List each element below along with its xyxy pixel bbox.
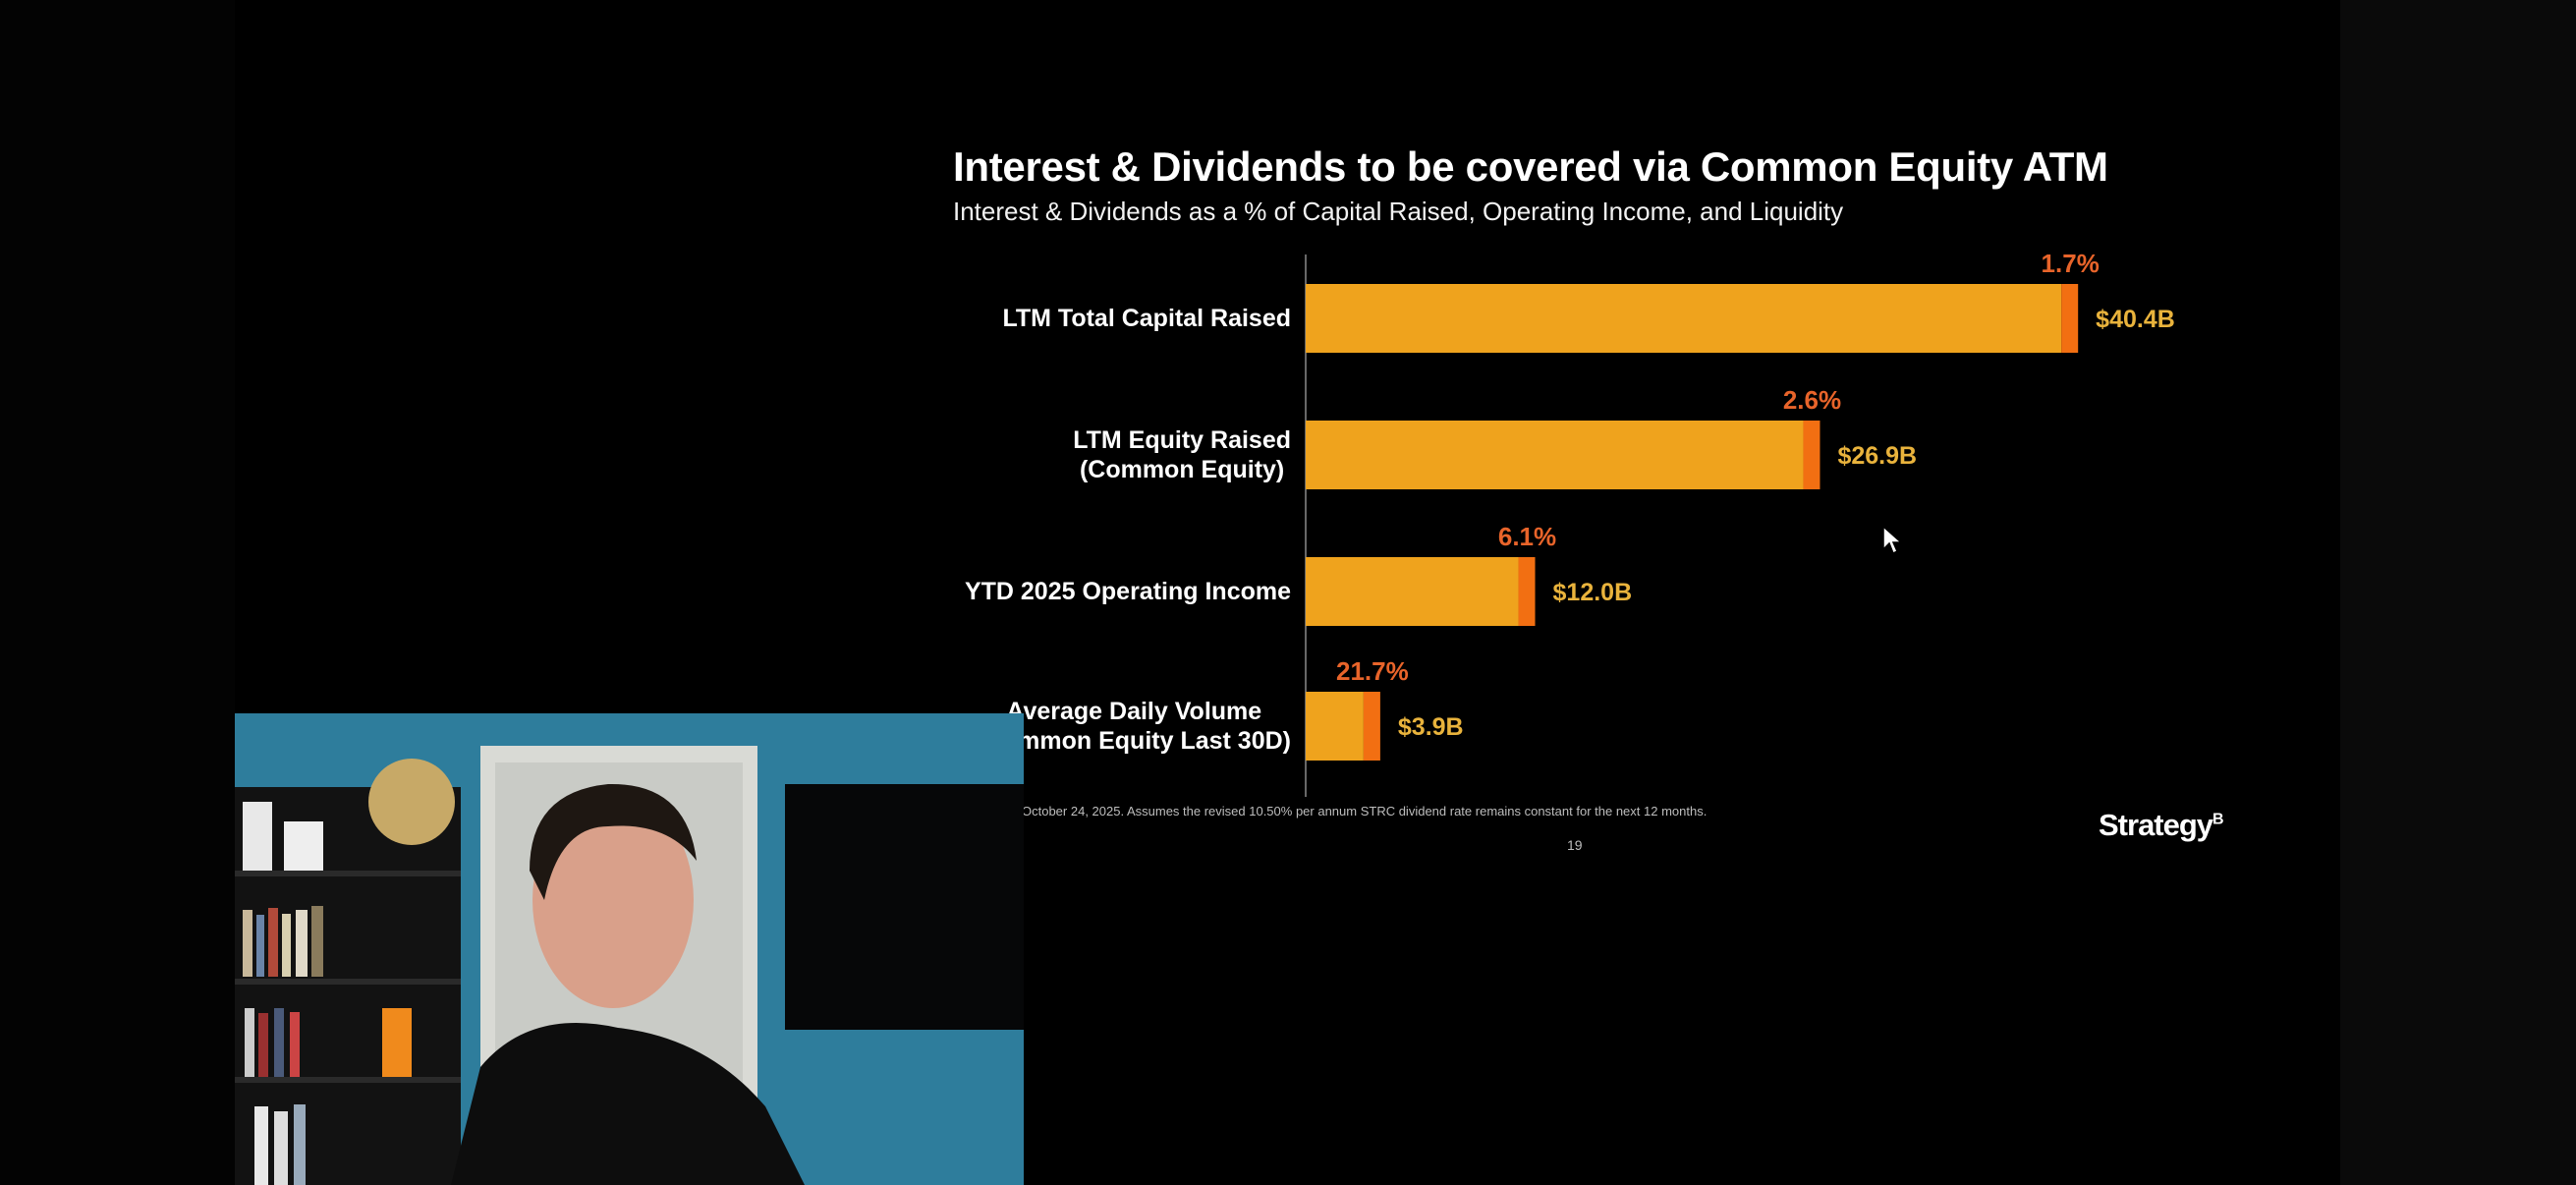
mouse-cursor-icon <box>1882 525 1904 560</box>
bar-cap <box>1363 692 1380 761</box>
footnote: October 24, 2025. Assumes the revised 10… <box>1022 804 1708 818</box>
books <box>243 906 412 1185</box>
globe <box>368 759 455 845</box>
letterbox-left <box>0 0 235 1185</box>
slide-subtitle: Interest & Dividends as a % of Capital R… <box>953 197 1844 226</box>
presenter-hair <box>530 783 697 900</box>
percent-label: 6.1% <box>1498 522 1556 551</box>
webcam-scene <box>235 713 1024 1185</box>
presenter-webcam-overlay <box>235 713 1024 1185</box>
slide-title: Interest & Dividends to be covered via C… <box>953 143 2108 190</box>
bar <box>1306 557 1519 626</box>
bar <box>1306 692 1364 761</box>
percent-label: 21.7% <box>1336 656 1409 686</box>
value-label: $26.9B <box>1837 442 1917 470</box>
category-label: LTM Equity Raised (Common Equity) <box>1073 426 1291 483</box>
strategy-logo: StrategyB <box>2099 808 2224 843</box>
letterbox-right <box>2340 0 2576 1185</box>
category-label: LTM Total Capital Raised <box>1002 305 1291 332</box>
category-label: YTD 2025 Operating Income <box>964 578 1291 605</box>
page-number: 19 <box>1567 837 1583 853</box>
bar-cap <box>1518 557 1536 626</box>
value-label: $40.4B <box>2096 306 2175 333</box>
bar <box>1306 284 2062 353</box>
percent-label: 1.7% <box>2042 249 2100 278</box>
category-label: Average Daily Volume (Common Equity Last… <box>977 698 1291 755</box>
value-label: $3.9B <box>1398 713 1464 741</box>
bar-cap <box>2061 284 2079 353</box>
bar <box>1306 421 1804 489</box>
logo-text: Strategy <box>2099 808 2213 842</box>
percent-label: 2.6% <box>1783 385 1841 415</box>
presenter-face <box>532 792 694 1008</box>
bar-cap <box>1803 421 1820 489</box>
presenter-shirt <box>451 1023 805 1185</box>
logo-mark: B <box>2212 811 2224 828</box>
value-label: $12.0B <box>1553 579 1633 606</box>
